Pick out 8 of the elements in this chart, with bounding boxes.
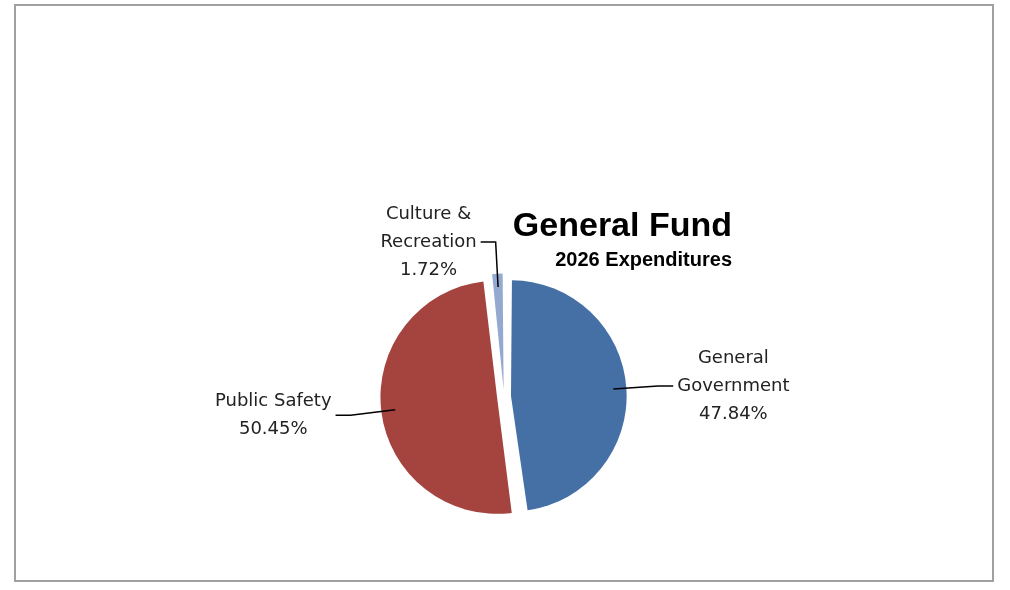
data-label: 50.45% <box>238 416 308 438</box>
slice-label: Culture & Recreation <box>380 201 477 251</box>
slice-label: General Government <box>677 345 790 395</box>
slice-label: Public Safety <box>214 388 332 410</box>
chart-title: General Fund <box>512 204 732 243</box>
data-label: 47.84% <box>699 401 768 423</box>
text: 2026 Expenditures <box>555 248 732 271</box>
data-label: 1.72% <box>399 257 458 279</box>
